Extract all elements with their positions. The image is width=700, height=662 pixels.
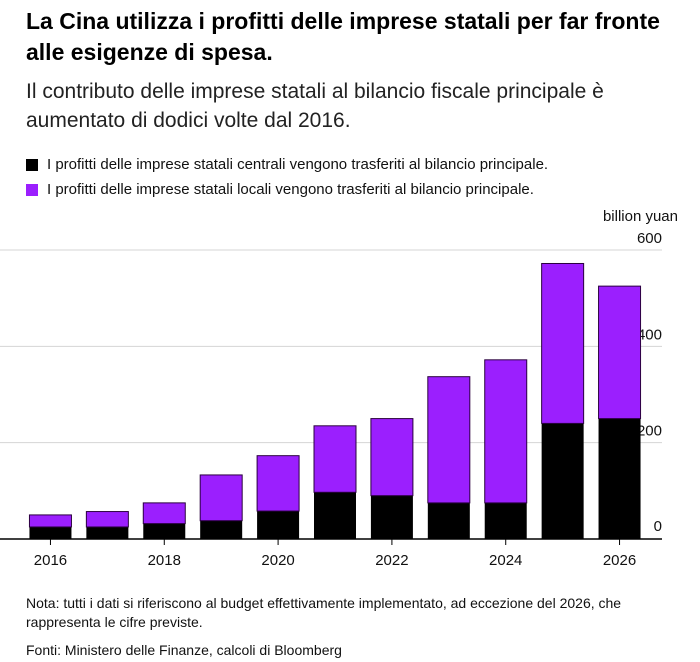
x-tick-label: 2022 — [375, 552, 408, 569]
x-tick-label: 2026 — [603, 552, 636, 569]
bar-central-2018 — [143, 523, 186, 539]
bar-local-2023 — [427, 376, 471, 504]
chart-title: La Cina utilizza i profitti delle impres… — [26, 8, 660, 65]
legend: I profitti delle imprese statali central… — [26, 152, 686, 202]
bar-local-2019 — [199, 474, 243, 522]
bar-local-2018 — [142, 502, 186, 525]
x-tick-label: 2018 — [148, 552, 181, 569]
stacked-bar-chart: 0 200 400 600 2016 2018 2020 2022 2024 2026 — [0, 230, 662, 569]
bar-central-2021 — [314, 492, 356, 539]
bar-local-2024 — [484, 359, 528, 504]
bar-central-2019 — [200, 520, 243, 539]
bar-central-2016 — [29, 526, 72, 539]
legend-item-central: I profitti delle imprese statali central… — [26, 152, 686, 177]
x-tick-label: 2020 — [261, 552, 294, 569]
legend-item-local: I profitti delle imprese statali locali … — [26, 177, 686, 202]
bar-local-2022 — [370, 418, 414, 497]
bar-central-2017 — [86, 526, 129, 539]
bar-central-2025 — [541, 423, 584, 539]
bar-central-2026 — [598, 418, 641, 539]
source-note: Fonti: Ministero delle Finanze, calcoli … — [26, 642, 342, 658]
bar-central-2022 — [370, 495, 413, 539]
y-tick-label: 200 — [637, 423, 662, 440]
legend-label-central: I profitti delle imprese statali central… — [47, 156, 549, 173]
x-tick-label: 2016 — [34, 552, 67, 569]
y-tick-label: 400 — [637, 326, 662, 343]
y-axis-unit-label: billion yuan — [602, 208, 678, 225]
bar-local-2017 — [85, 511, 129, 528]
bar-local-2026 — [598, 285, 642, 420]
bar-central-2023 — [427, 502, 470, 539]
bar-local-2025 — [541, 262, 585, 424]
legend-swatch-local — [26, 183, 38, 196]
bar-local-2020 — [256, 455, 300, 512]
y-tick-label: 0 — [654, 518, 662, 535]
legend-swatch-central — [26, 158, 38, 171]
bar-local-2021 — [313, 425, 357, 493]
footnote: Nota: tutti i dati si riferiscono al bud… — [26, 595, 622, 630]
bar-central-2020 — [257, 511, 300, 539]
bar-central-2024 — [484, 502, 527, 539]
y-tick-label: 600 — [637, 230, 662, 247]
legend-label-local: I profitti delle imprese statali locali … — [47, 181, 534, 198]
chart-subtitle: Il contributo delle imprese statali al b… — [26, 80, 604, 132]
x-tick-label: 2024 — [489, 552, 522, 569]
bar-local-2016 — [28, 514, 72, 528]
